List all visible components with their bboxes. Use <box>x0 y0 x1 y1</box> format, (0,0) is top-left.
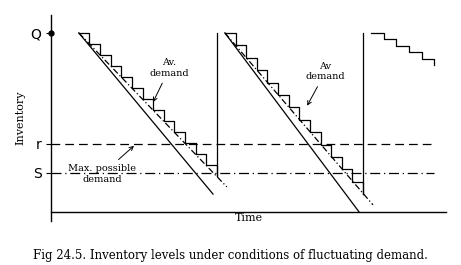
Text: Fig 24.5. Inventory levels under conditions of fluctuating demand.: Fig 24.5. Inventory levels under conditi… <box>33 249 428 262</box>
Text: Max. possible
demand: Max. possible demand <box>69 147 136 184</box>
X-axis label: Time: Time <box>235 213 263 223</box>
Y-axis label: Inventory: Inventory <box>15 91 25 145</box>
Text: Av.
demand: Av. demand <box>150 59 189 101</box>
Text: Av
demand: Av demand <box>306 62 345 105</box>
